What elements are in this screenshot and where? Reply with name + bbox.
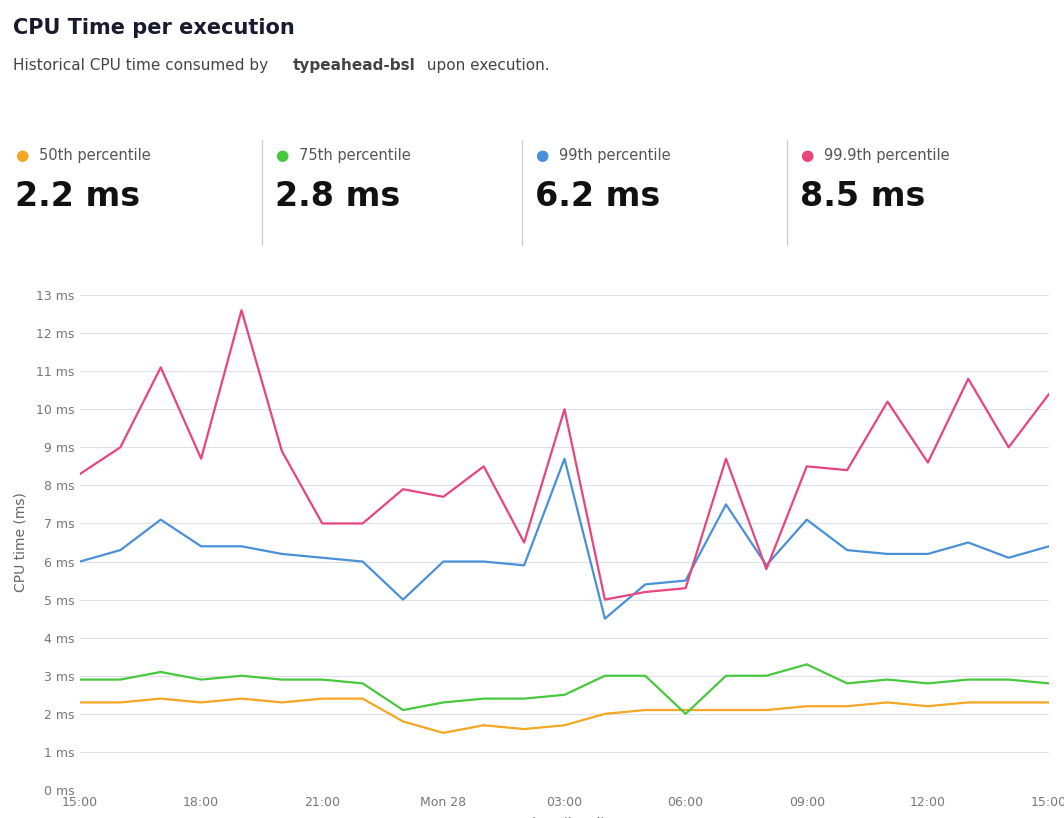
Text: 2.2 ms: 2.2 ms — [15, 180, 140, 213]
Text: 99.9th percentile: 99.9th percentile — [824, 148, 949, 163]
Text: 6.2 ms: 6.2 ms — [535, 180, 661, 213]
Text: ●: ● — [15, 148, 29, 163]
Text: 2.8 ms: 2.8 ms — [276, 180, 400, 213]
Text: 8.5 ms: 8.5 ms — [800, 180, 926, 213]
Text: Historical CPU time consumed by: Historical CPU time consumed by — [13, 58, 272, 73]
Y-axis label: CPU time (ms): CPU time (ms) — [14, 492, 28, 592]
Text: typeahead-bsl: typeahead-bsl — [293, 58, 415, 73]
Text: 99th percentile: 99th percentile — [559, 148, 670, 163]
Text: 50th percentile: 50th percentile — [38, 148, 150, 163]
Text: ●: ● — [535, 148, 549, 163]
Text: upon execution.: upon execution. — [422, 58, 550, 73]
Text: 75th percentile: 75th percentile — [299, 148, 411, 163]
Text: CPU Time per execution: CPU Time per execution — [13, 18, 295, 38]
X-axis label: Time (local): Time (local) — [523, 817, 605, 818]
Text: ●: ● — [276, 148, 288, 163]
Text: ●: ● — [800, 148, 814, 163]
